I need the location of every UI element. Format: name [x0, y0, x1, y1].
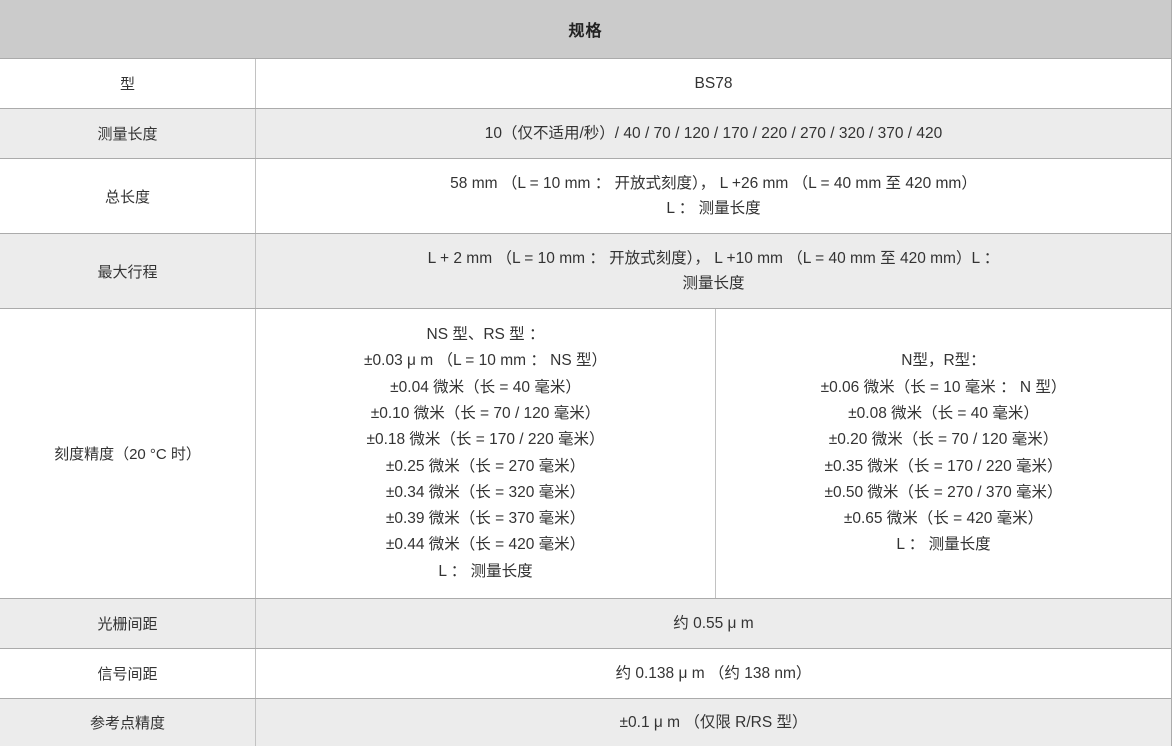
table-row-measuring-length: 测量长度 10（仅不适用/秒）/ 40 / 70 / 120 / 170 / 2…: [0, 108, 1171, 158]
row-label-scale-accuracy: 刻度精度（20 °C 时）: [0, 309, 256, 598]
row-value-scale-accuracy: NS 型、RS 型 ： ±0.03 μ m （L = 10 mm ： NS 型） ±…: [256, 309, 1171, 598]
row-value-grating-pitch: 约 0.55 μ m: [673, 615, 754, 632]
row-value-measuring-length: 10（仅不适用/秒）/ 40 / 70 / 120 / 170 / 220 / …: [484, 125, 943, 142]
table-row-scale-accuracy: 刻度精度（20 °C 时） NS 型、RS 型 ： ±0.03 μ m （L = …: [0, 308, 1171, 598]
table-row-signal-pitch: 信号间距 约 0.138 μ m （约 138 nm）: [0, 648, 1171, 698]
row-label-max-travel: 最大行程: [0, 234, 256, 308]
table-row-max-travel: 最大行程 L + 2 mm （L = 10 mm ： 开放式刻度）， L +10…: [0, 233, 1171, 308]
row-value-signal-pitch: 约 0.138 μ m （约 138 nm）: [615, 665, 812, 682]
table-row-model: 型 BS78: [0, 58, 1171, 108]
table-row-grating-pitch: 光栅间距 约 0.55 μ m: [0, 598, 1171, 648]
row-label-grating-pitch: 光栅间距: [0, 599, 256, 648]
table-row-total-length: 总长度 58 mm （L = 10 mm ： 开放式刻度）， L +26 mm …: [0, 158, 1171, 233]
row-label-signal-pitch: 信号间距: [0, 649, 256, 698]
row-value-reference-point-accuracy: ±0.1 μ m （仅限 R/RS 型）: [619, 714, 808, 731]
table-title: 规格: [0, 0, 1171, 58]
row-label-measuring-length: 测量长度: [0, 109, 256, 158]
table-row-reference-point-accuracy: 参考点精度 ±0.1 μ m （仅限 R/RS 型）: [0, 698, 1171, 746]
scale-accuracy-n-r-cell: N型，R型： ±0.06 微米（长 = 10 毫米 ： N 型） ±0.08 微米（…: [820, 352, 1067, 554]
row-label-model: 型: [0, 59, 256, 108]
scale-accuracy-ns-rs-cell: NS 型、RS 型 ： ±0.03 μ m （L = 10 mm ： NS 型） ±…: [256, 309, 716, 598]
row-value-model: BS78: [694, 75, 733, 92]
row-value-max-travel: L + 2 mm （L = 10 mm ： 开放式刻度）， L +10 mm （…: [427, 250, 1000, 292]
row-value-total-length: 58 mm （L = 10 mm ： 开放式刻度）， L +26 mm （L =…: [450, 175, 977, 217]
row-label-total-length: 总长度: [0, 159, 256, 233]
row-label-reference-point-accuracy: 参考点精度: [0, 699, 256, 746]
